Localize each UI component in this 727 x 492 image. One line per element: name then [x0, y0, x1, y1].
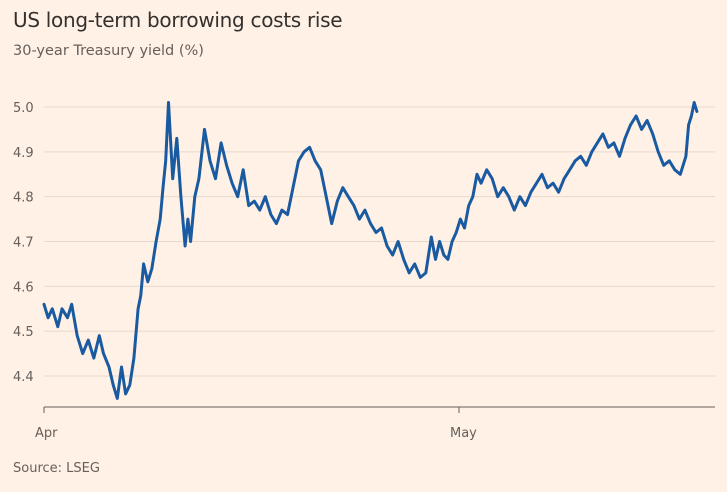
- y-tick-label: 4.6: [13, 280, 34, 295]
- x-tick-label: Apr: [35, 426, 58, 441]
- chart-title: US long-term borrowing costs rise: [13, 8, 343, 32]
- y-tick-labels: 4.4 4.5 4.6 4.7 4.8 4.9 5.0: [13, 101, 34, 385]
- y-tick-label: 4.4: [13, 370, 34, 385]
- y-tick-label: 4.9: [13, 146, 34, 161]
- y-tick-label: 5.0: [13, 101, 34, 116]
- y-tick-label: 4.8: [13, 191, 34, 206]
- source-note: Source: LSEG: [13, 461, 100, 476]
- y-tick-label: 4.5: [13, 325, 34, 340]
- x-axis: Apr May: [35, 406, 715, 441]
- x-tick-label: May: [450, 426, 477, 441]
- series-layer: [42, 101, 699, 400]
- series-line-30yr-yield: [42, 101, 699, 400]
- y-tick-label: 4.7: [13, 236, 34, 251]
- chart-subtitle: 30-year Treasury yield (%): [13, 43, 204, 59]
- grid-lines: [44, 106, 715, 377]
